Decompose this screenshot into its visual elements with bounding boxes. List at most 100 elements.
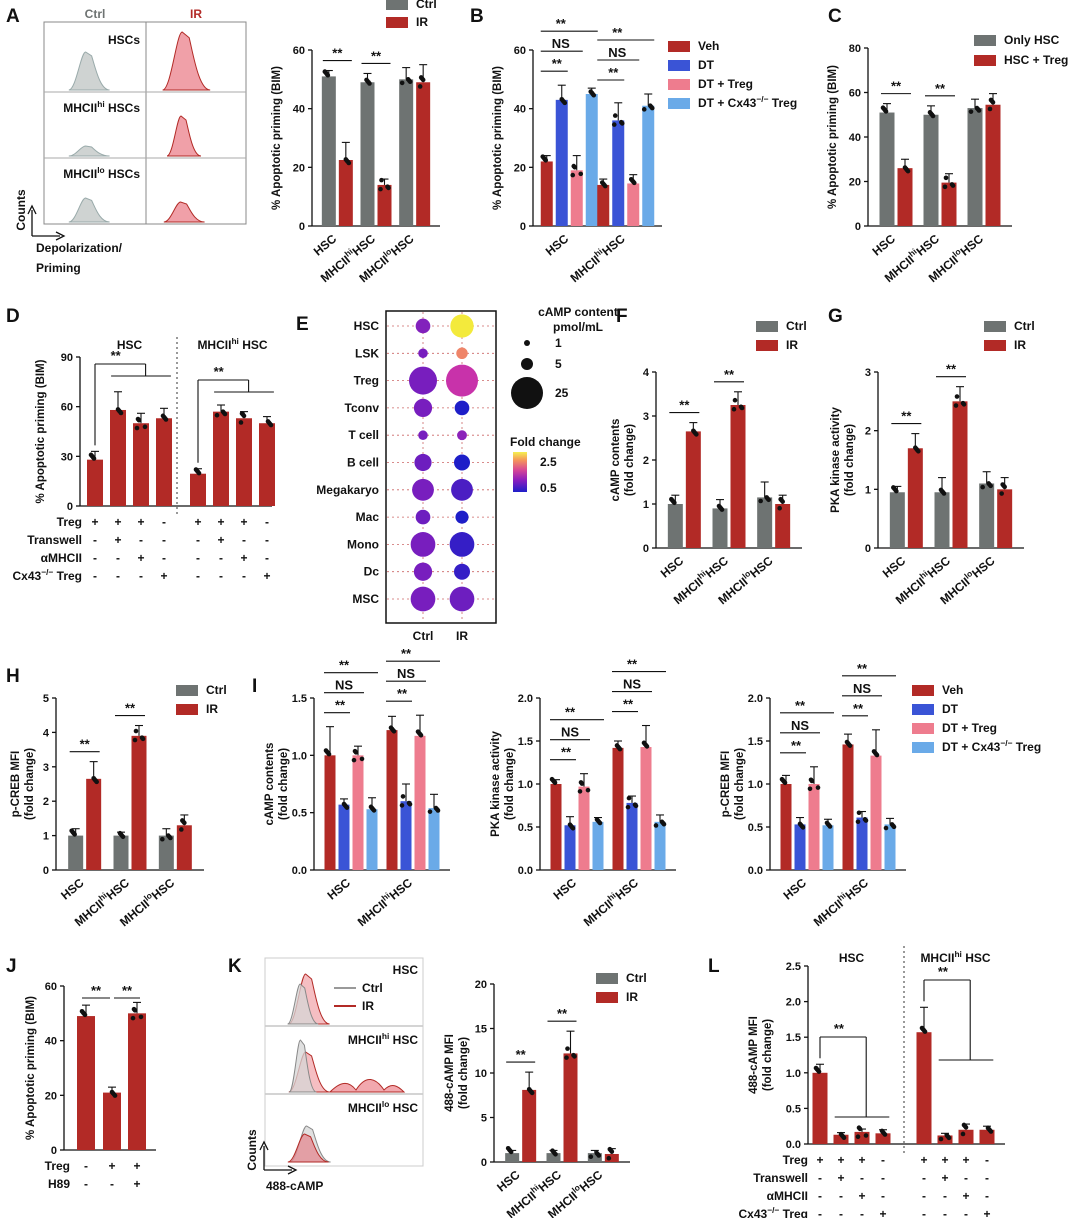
legend-label: IR bbox=[1014, 338, 1026, 352]
bar bbox=[103, 1092, 121, 1150]
bubble-row-label: Megakaryo bbox=[316, 483, 379, 497]
data-dot bbox=[963, 1125, 969, 1130]
significance-label: ** bbox=[834, 1021, 845, 1036]
data-dot bbox=[72, 832, 77, 837]
significance-label: ** bbox=[91, 983, 102, 998]
table-sign: - bbox=[265, 515, 269, 529]
bracket-label: ** bbox=[623, 697, 634, 712]
counts-label: Counts bbox=[14, 189, 28, 231]
bar bbox=[642, 105, 655, 226]
bar bbox=[176, 825, 192, 870]
legend-swatch bbox=[984, 340, 1006, 351]
legend-swatch bbox=[912, 685, 934, 696]
table-sign: + bbox=[837, 1153, 844, 1167]
table-sign: - bbox=[93, 569, 97, 583]
y-tick-label: 1.0 bbox=[786, 1068, 801, 1080]
table-sign: - bbox=[219, 551, 223, 565]
data-dot bbox=[857, 1126, 863, 1132]
data-dot bbox=[132, 737, 138, 743]
data-dot bbox=[980, 484, 985, 490]
x-tick-label: HSC bbox=[658, 553, 687, 580]
data-dot bbox=[118, 410, 124, 416]
data-dot bbox=[94, 779, 99, 785]
table-sign: - bbox=[818, 1189, 822, 1203]
data-dot bbox=[134, 425, 140, 431]
significance-label: ** bbox=[80, 737, 91, 752]
y-axis-label-2: (fold change) bbox=[762, 1019, 774, 1091]
row-label: HSC bbox=[393, 963, 419, 977]
x-tick-label: HSC bbox=[870, 231, 899, 258]
bracket-label: ** bbox=[556, 16, 567, 31]
bar bbox=[113, 835, 129, 870]
bar bbox=[997, 489, 1013, 548]
colorbar-max: 2.5 bbox=[540, 455, 557, 469]
y-tick-label: 0 bbox=[51, 1145, 57, 1157]
bar bbox=[907, 448, 923, 548]
data-dot bbox=[353, 750, 359, 755]
table-sign: - bbox=[196, 551, 200, 565]
data-dot bbox=[815, 785, 821, 790]
table-sign: - bbox=[922, 1189, 926, 1203]
data-dot bbox=[572, 1054, 577, 1059]
bar bbox=[86, 778, 102, 870]
table-sign: - bbox=[985, 1189, 989, 1203]
data-dot bbox=[644, 744, 650, 749]
xlabel-488camp: 488-cAMP bbox=[266, 1179, 323, 1193]
legend-label: Only HSC bbox=[1004, 33, 1060, 47]
bubble-ir bbox=[451, 478, 473, 501]
legend-swatch bbox=[668, 79, 690, 90]
table-row-label: Transwell bbox=[753, 1171, 808, 1185]
panel-label: J bbox=[6, 956, 17, 977]
bracket-label: NS bbox=[608, 45, 626, 60]
data-dot bbox=[112, 1093, 118, 1098]
bar bbox=[604, 1153, 619, 1162]
y-tick-label: 0 bbox=[299, 221, 305, 233]
data-dot bbox=[807, 786, 813, 792]
y-axis-label: PKA kinase activity bbox=[490, 731, 502, 837]
data-dot bbox=[553, 1152, 558, 1157]
y-tick-label: 3 bbox=[643, 411, 649, 423]
data-dot bbox=[142, 424, 148, 430]
table-sign: - bbox=[219, 569, 223, 583]
table-row-label: Treg bbox=[45, 1159, 70, 1173]
bracket-label: ** bbox=[561, 745, 572, 760]
bar bbox=[133, 423, 149, 506]
table-sign: - bbox=[139, 569, 143, 583]
bar bbox=[958, 1129, 974, 1144]
y-tick-label: 20 bbox=[475, 979, 487, 991]
bar bbox=[934, 492, 950, 548]
bar bbox=[540, 161, 553, 226]
bar bbox=[131, 735, 147, 870]
table-sign: - bbox=[196, 533, 200, 547]
table-sign: + bbox=[114, 515, 121, 529]
flow-histograms-A: Ctrl IR HSCs MHCIIhi HSCs MHCIIlo HSCs Counts… bbox=[14, 7, 247, 275]
y-axis-label: cAMP contents bbox=[264, 743, 276, 826]
data-dot bbox=[782, 780, 788, 786]
data-dot bbox=[577, 789, 583, 794]
bubble-ir bbox=[449, 586, 475, 612]
data-dot bbox=[891, 824, 897, 830]
bar bbox=[156, 418, 172, 506]
bar bbox=[377, 184, 392, 226]
size-legend-value: 5 bbox=[555, 357, 562, 371]
bar bbox=[546, 1153, 561, 1162]
bar bbox=[879, 112, 895, 226]
y-tick-label: 40 bbox=[514, 104, 526, 116]
y-tick-label: 0.5 bbox=[748, 822, 763, 834]
legend-swatch bbox=[974, 55, 996, 66]
data-dot bbox=[649, 105, 655, 111]
bubble-ctrl bbox=[415, 318, 431, 334]
bubble-ctrl bbox=[418, 348, 428, 359]
table-sign: - bbox=[116, 569, 120, 583]
bracket-label: ** bbox=[608, 65, 619, 80]
y-tick-label: 3 bbox=[43, 762, 49, 774]
data-dot bbox=[427, 809, 433, 814]
bracket-label: ** bbox=[612, 25, 623, 40]
size-legend-title2: pmol/mL bbox=[553, 320, 603, 334]
y-tick-label: 20 bbox=[45, 1090, 57, 1102]
chart-L: 0.0 0.5 1.0 1.5 2.0 2.5 488-cAMP MFI (fold chan… bbox=[739, 946, 1005, 1218]
y-tick-label: 4 bbox=[643, 367, 650, 379]
data-dot bbox=[694, 432, 699, 437]
data-dot bbox=[241, 413, 247, 419]
